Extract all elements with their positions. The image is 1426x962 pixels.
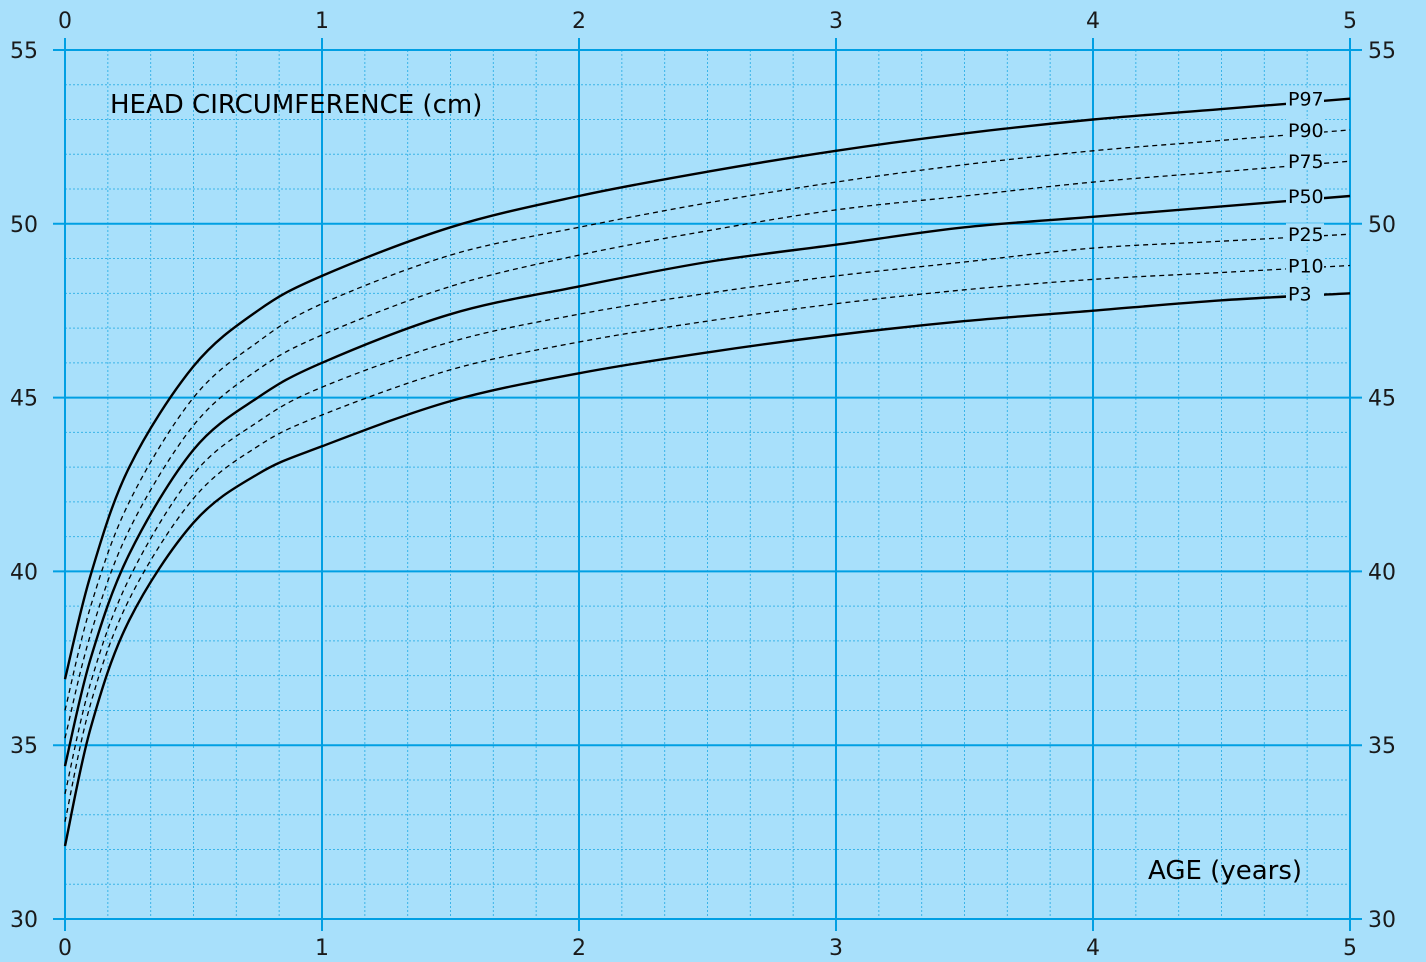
- y-tick-label-left: 30: [10, 908, 38, 933]
- label-backdrop: [1286, 118, 1324, 139]
- y-tick-label-left: 45: [10, 387, 38, 412]
- label-p75: P75: [1288, 151, 1324, 173]
- x-tick-label-top: 2: [572, 9, 586, 34]
- label-p90: P90: [1288, 120, 1324, 142]
- curve-p75: [64, 160, 1351, 739]
- curve-p10: [64, 264, 1351, 822]
- x-axis-label: AGE (years): [1148, 856, 1302, 886]
- label-backdrop: [1286, 184, 1324, 205]
- x-tick-label-bottom: 2: [572, 936, 586, 961]
- major-gridlines: [53, 38, 1362, 931]
- y-tick-label-left: 40: [10, 560, 38, 585]
- label-p25: P25: [1288, 224, 1324, 246]
- curve-p97: [63, 97, 1351, 680]
- y-tick-label-right: 50: [1368, 213, 1396, 238]
- label-p10: P10: [1288, 256, 1324, 278]
- y-tick-label-right: 40: [1368, 560, 1396, 585]
- x-tick-label-bottom: 1: [315, 936, 329, 961]
- label-p97: P97: [1288, 89, 1324, 111]
- x-tick-label-top: 1: [315, 9, 329, 34]
- x-tick-label-bottom: 4: [1086, 936, 1100, 961]
- y-tick-label-left: 55: [10, 39, 38, 64]
- x-tick-label-top: 5: [1343, 9, 1357, 34]
- label-backdrop: [1286, 87, 1324, 108]
- label-backdrop: [1286, 150, 1324, 171]
- y-tick-label-right: 30: [1368, 908, 1396, 933]
- y-tick-label-right: 45: [1368, 387, 1396, 412]
- curve-p90: [64, 129, 1351, 711]
- x-tick-label-bottom: 3: [829, 936, 843, 961]
- y-tick-label-left: 50: [10, 213, 38, 238]
- label-p3: P3: [1288, 283, 1312, 305]
- percentile-curves: [63, 97, 1351, 847]
- curve-p50: [63, 194, 1351, 767]
- y-tick-label-right: 35: [1368, 734, 1396, 759]
- percentile-labels: P97 P90 P75 P50 P25 P10 P3: [1286, 87, 1324, 305]
- label-backdrop: [1286, 254, 1324, 275]
- label-p50: P50: [1288, 186, 1324, 208]
- x-tick-label-bottom: 5: [1343, 936, 1357, 961]
- x-tick-label-top: 4: [1086, 9, 1100, 34]
- chart-title: HEAD CIRCUMFERENCE (cm): [110, 90, 482, 120]
- y-tick-label-left: 35: [10, 734, 38, 759]
- minor-gridlines: [65, 50, 1350, 919]
- label-backdrop: [1286, 282, 1324, 303]
- x-tick-label-top: 0: [58, 9, 72, 34]
- x-tick-label-top: 3: [829, 9, 843, 34]
- label-backdrop: [1286, 223, 1324, 244]
- y-tick-label-right: 55: [1368, 39, 1396, 64]
- x-tick-label-bottom: 0: [58, 936, 72, 961]
- curve-p3: [63, 292, 1351, 847]
- curve-p25: [64, 233, 1351, 795]
